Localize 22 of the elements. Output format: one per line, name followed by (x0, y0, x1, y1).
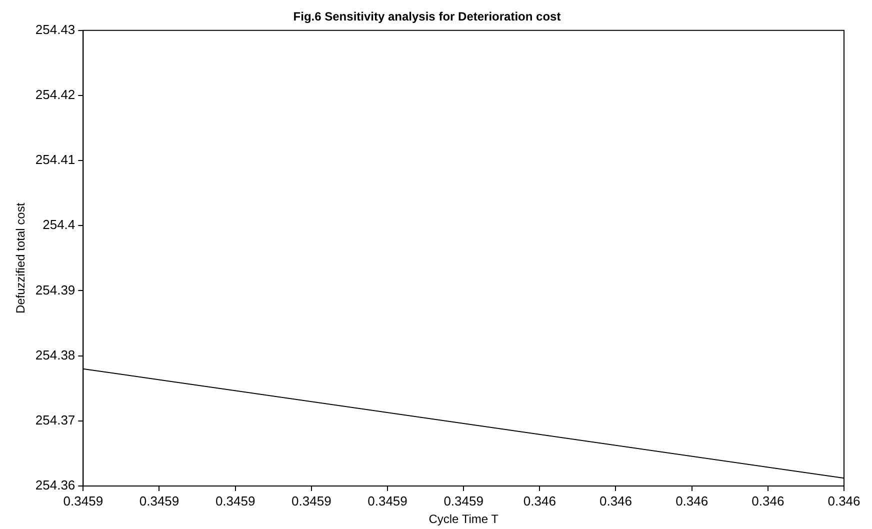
x-tick-label: 0.346 (599, 493, 632, 508)
x-tick-label: 0.346 (828, 493, 860, 508)
x-tick-label: 0.346 (523, 493, 556, 508)
x-tick-label: 0.346 (676, 493, 708, 508)
y-tick-label: 254.39 (35, 282, 76, 298)
x-tick-label: 0.3459 (215, 493, 256, 508)
x-tick-label: 0.3459 (139, 493, 180, 508)
x-tick-label: 0.346 (752, 493, 784, 508)
y-tick-label: 254.41 (35, 152, 76, 168)
x-axis-title: Cycle Time T (428, 512, 500, 526)
y-tick-label: 254.36 (35, 478, 76, 493)
y-tick-label: 254.42 (35, 87, 76, 102)
x-tick-label: 0.3459 (444, 493, 484, 508)
y-tick-label: 254.4 (42, 217, 76, 232)
x-tick-label: 0.3459 (63, 493, 104, 508)
chart-title: Fig.6 Sensitivity analysis for Deterioration cost (293, 10, 561, 24)
x-tick-label: 0.3459 (292, 493, 332, 508)
x-tick-label: 0.3459 (368, 493, 408, 508)
y-tick-label: 254.37 (35, 412, 76, 428)
y-tick-label: 254.43 (35, 22, 76, 37)
y-tick-label: 254.38 (35, 347, 76, 362)
y-axis-title: Defuzzified total cost (14, 202, 28, 314)
